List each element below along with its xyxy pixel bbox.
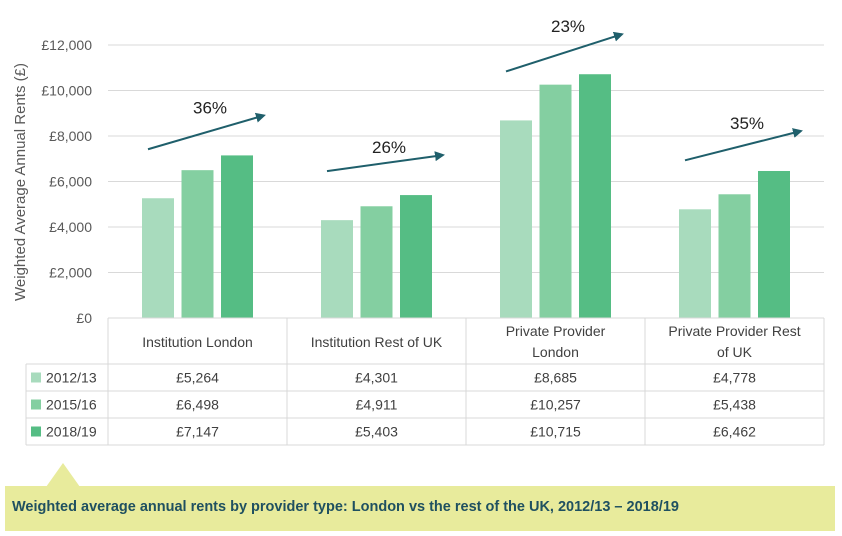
x-category-label: of UK <box>717 344 753 360</box>
table-cell-value: £4,778 <box>713 370 756 386</box>
legend-label: 2015/16 <box>46 397 97 413</box>
growth-arrow <box>505 31 624 73</box>
bar <box>321 220 353 318</box>
bar-chart: £0 £2,000 £4,000 £6,000 £8,000 £10,000 £12,000… <box>12 17 825 446</box>
legend-swatch <box>31 399 41 410</box>
bar <box>679 209 711 318</box>
x-category-label: Institution Rest of UK <box>311 334 443 350</box>
bar <box>181 170 214 318</box>
caption-box <box>5 486 835 531</box>
table-cell-value: £10,257 <box>530 397 581 413</box>
bar <box>221 155 253 318</box>
growth-percent-label: 36% <box>193 98 227 117</box>
y-tick-label: £4,000 <box>49 219 92 235</box>
x-category-label: Institution London <box>142 334 253 350</box>
y-axis-ticks: £0 £2,000 £4,000 £6,000 £8,000 £10,000 £12,000 <box>41 37 92 326</box>
bar <box>579 74 611 318</box>
growth-arrows: 36% 26% 23% 35% <box>147 17 803 173</box>
y-tick-label: £8,000 <box>49 128 92 144</box>
chart-caption: Weighted average annual rents by provide… <box>12 499 679 515</box>
growth-percent-label: 35% <box>730 114 764 133</box>
table-cell-value: £7,147 <box>176 424 219 440</box>
growth-percent-label: 26% <box>372 138 406 157</box>
bar <box>758 170 790 318</box>
growth-percent-label: 23% <box>551 17 585 36</box>
y-tick-label: £2,000 <box>49 265 92 281</box>
y-axis-label: Weighted Average Annual Rents (£) <box>12 63 29 301</box>
growth-arrow <box>326 151 445 173</box>
table-cell-value: £6,498 <box>176 397 219 413</box>
table-cell-value: £8,685 <box>534 370 577 386</box>
table-cell-value: £5,264 <box>176 370 219 386</box>
table-cell-value: £5,403 <box>355 424 398 440</box>
bar <box>400 195 432 318</box>
table-cell-value: £6,462 <box>713 424 756 440</box>
table-cell-value: £4,911 <box>356 397 398 413</box>
legend-swatch <box>31 426 41 437</box>
y-tick-label: £10,000 <box>41 83 92 99</box>
bar <box>360 206 393 318</box>
gridlines <box>108 44 824 319</box>
x-category-label: Private Provider <box>506 323 606 339</box>
table-cell-value: £10,715 <box>530 424 581 440</box>
x-category-label: London <box>532 344 579 360</box>
data-table: Institution London Institution Rest of UK… <box>25 317 825 446</box>
caption-pointer <box>46 463 80 487</box>
growth-arrow <box>684 128 803 162</box>
legend-swatch <box>31 372 41 383</box>
growth-arrow <box>147 112 266 151</box>
bars <box>142 74 790 318</box>
y-tick-label: £6,000 <box>49 174 92 190</box>
bar <box>500 120 532 318</box>
bar <box>718 194 751 318</box>
y-tick-label: £12,000 <box>41 37 92 53</box>
bar <box>539 84 572 318</box>
table-cell-value: £5,438 <box>713 397 756 413</box>
y-tick-label: £0 <box>76 310 92 326</box>
legend-label: 2012/13 <box>46 370 97 386</box>
bar <box>142 198 174 318</box>
legend-label: 2018/19 <box>46 424 97 440</box>
table-cell-value: £4,301 <box>355 370 398 386</box>
x-category-label: Private Provider Rest <box>668 323 800 339</box>
